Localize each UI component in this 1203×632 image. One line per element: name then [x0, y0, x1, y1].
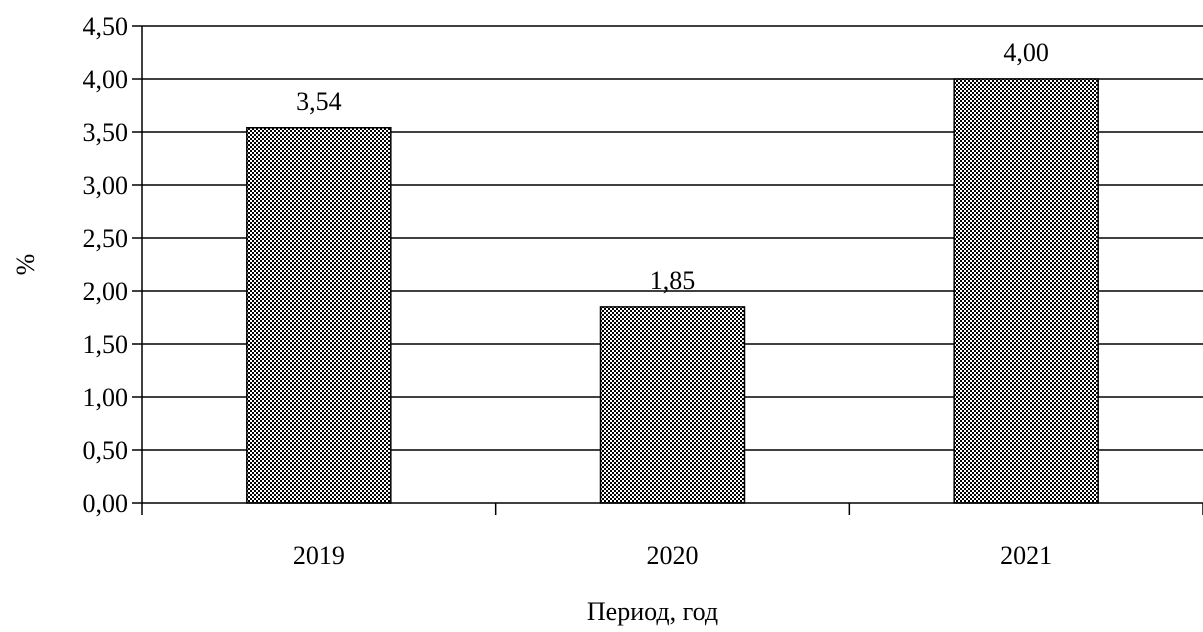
y-tick-label: 4,50 [83, 12, 129, 41]
y-tick-label: 0,00 [83, 489, 129, 518]
bars [246, 78, 1099, 504]
axes [132, 25, 1203, 515]
data-label-2020: 1,85 [650, 266, 696, 295]
y-tick-label: 1,00 [83, 383, 129, 412]
x-tick-label-2021: 2021 [1000, 541, 1052, 570]
y-tick-label: 3,50 [83, 118, 129, 147]
y-tick-label: 2,00 [83, 277, 129, 306]
labels: 0,00 0,50 1,00 1,50 2,00 2,50 3,00 3,50 4,00 4,50… [83, 12, 1053, 570]
bar-2020 [599, 306, 746, 504]
x-axis-title: Период, год [587, 597, 718, 626]
bar-2021 [953, 78, 1099, 504]
y-tick-label: 2,50 [83, 224, 129, 253]
y-tick-label: 3,00 [83, 171, 129, 200]
data-label-2019: 3,54 [296, 87, 342, 116]
x-tick-label-2019: 2019 [293, 541, 345, 570]
y-tick-label: 0,50 [83, 436, 129, 465]
y-tick-label: 4,00 [83, 65, 129, 94]
y-axis-title: % [11, 254, 40, 276]
data-label-2021: 4,00 [1003, 38, 1049, 67]
y-tick-label: 1,50 [83, 330, 129, 359]
bar-2019 [246, 127, 392, 504]
x-tick-label-2020: 2020 [647, 541, 699, 570]
